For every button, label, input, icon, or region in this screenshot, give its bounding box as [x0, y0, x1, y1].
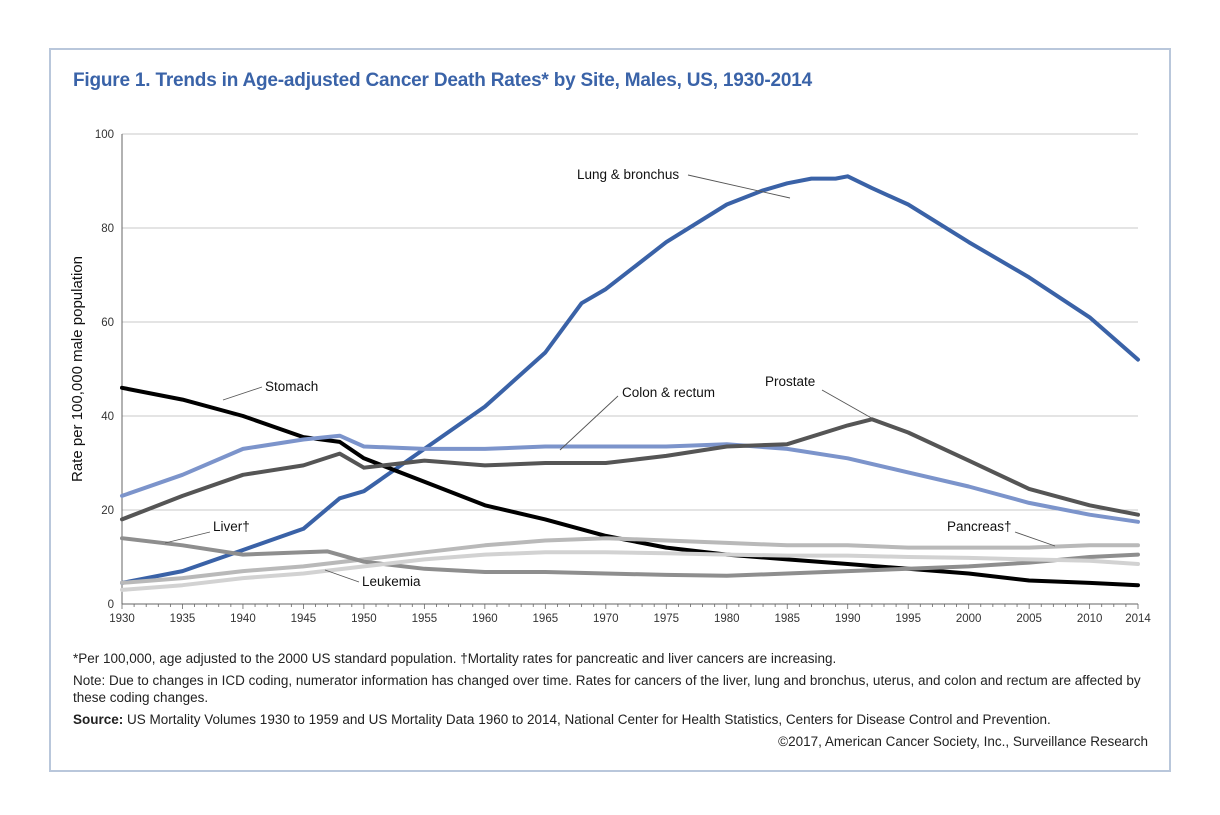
series-lines [120, 174, 1140, 592]
copyright: ©2017, American Cancer Society, Inc., Su… [778, 734, 1148, 749]
x-tick-label: 1945 [291, 613, 317, 625]
series-label-pancreas: Pancreas† [947, 519, 1012, 534]
x-tick-label: 2000 [956, 613, 982, 625]
series-line-prostate [120, 417, 1140, 522]
footnote-source: Source: US Mortality Volumes 1930 to 195… [73, 711, 1153, 728]
x-tick-label: 2010 [1077, 613, 1103, 625]
x-tick-label: 1940 [230, 613, 256, 625]
y-tick-label: 0 [108, 599, 114, 611]
series-line-stomach [120, 385, 1140, 588]
leader-line [164, 531, 211, 544]
leader-line [687, 174, 791, 199]
footnotes: *Per 100,000, age adjusted to the 2000 U… [73, 650, 1153, 733]
series-label-liver: Liver† [213, 519, 250, 534]
series-label-prostate: Prostate [765, 374, 815, 389]
figure-title: Figure 1. Trends in Age-adjusted Cancer … [73, 70, 812, 91]
axes: 0 20 40 60 80 100 1930 1935 1940 1945 1950 1955 1960… [69, 129, 1151, 625]
leader-line [324, 569, 360, 583]
x-tick-label: 1975 [653, 613, 679, 625]
leader-line [1014, 531, 1056, 547]
x-tick-label: 1990 [835, 613, 861, 625]
x-tick-label: 1985 [774, 613, 800, 625]
footnote-note: Note: Due to changes in ICD coding, nume… [73, 673, 1141, 705]
leader-line [222, 386, 263, 401]
y-tick-label: 20 [101, 505, 114, 517]
leader-line [821, 389, 876, 421]
x-tick-label: 1955 [412, 613, 438, 625]
label-leaders [164, 174, 1056, 583]
source-text: US Mortality Volumes 1930 to 1959 and US… [123, 712, 1051, 727]
x-tick-label: 2014 [1125, 613, 1151, 625]
grid-lines [122, 133, 1138, 511]
x-tick-label: 1980 [714, 613, 740, 625]
y-tick-label: 80 [101, 223, 114, 235]
x-tick-label: 1960 [472, 613, 498, 625]
x-tick-label: 1935 [170, 613, 196, 625]
x-tick-label: 1995 [895, 613, 921, 625]
source-label: Source: [73, 712, 124, 727]
y-axis-label: Rate per 100,000 male population [69, 256, 86, 482]
series-label-stomach: Stomach [265, 379, 318, 394]
x-tick-label: 1965 [533, 613, 559, 625]
series-line-pancreas [120, 536, 1140, 585]
series-labels: Lung & bronchus Stomach Colon & rectum Pros… [213, 167, 1012, 589]
series-line-colon-rectum [120, 433, 1140, 524]
y-tick-label: 40 [101, 411, 114, 423]
series-label-leukemia: Leukemia [362, 574, 421, 589]
series-label-colon-rectum: Colon & rectum [622, 385, 715, 400]
x-tick-label: 1950 [351, 613, 377, 625]
x-tick-label: 1930 [109, 613, 135, 625]
series-line-lung-bronchus [120, 174, 1140, 585]
y-tick-label: 60 [101, 317, 114, 329]
series-line-liver [120, 536, 1140, 578]
series-label-lung-bronchus: Lung & bronchus [577, 167, 679, 182]
y-tick-label: 100 [95, 129, 114, 141]
x-tick-label: 2005 [1016, 613, 1042, 625]
leader-line [559, 395, 619, 451]
series-line-leukemia [120, 550, 1140, 592]
figure-frame [49, 48, 1171, 772]
footnote-rate: *Per 100,000, age adjusted to the 2000 U… [73, 651, 837, 666]
x-tick-label: 1970 [593, 613, 619, 625]
